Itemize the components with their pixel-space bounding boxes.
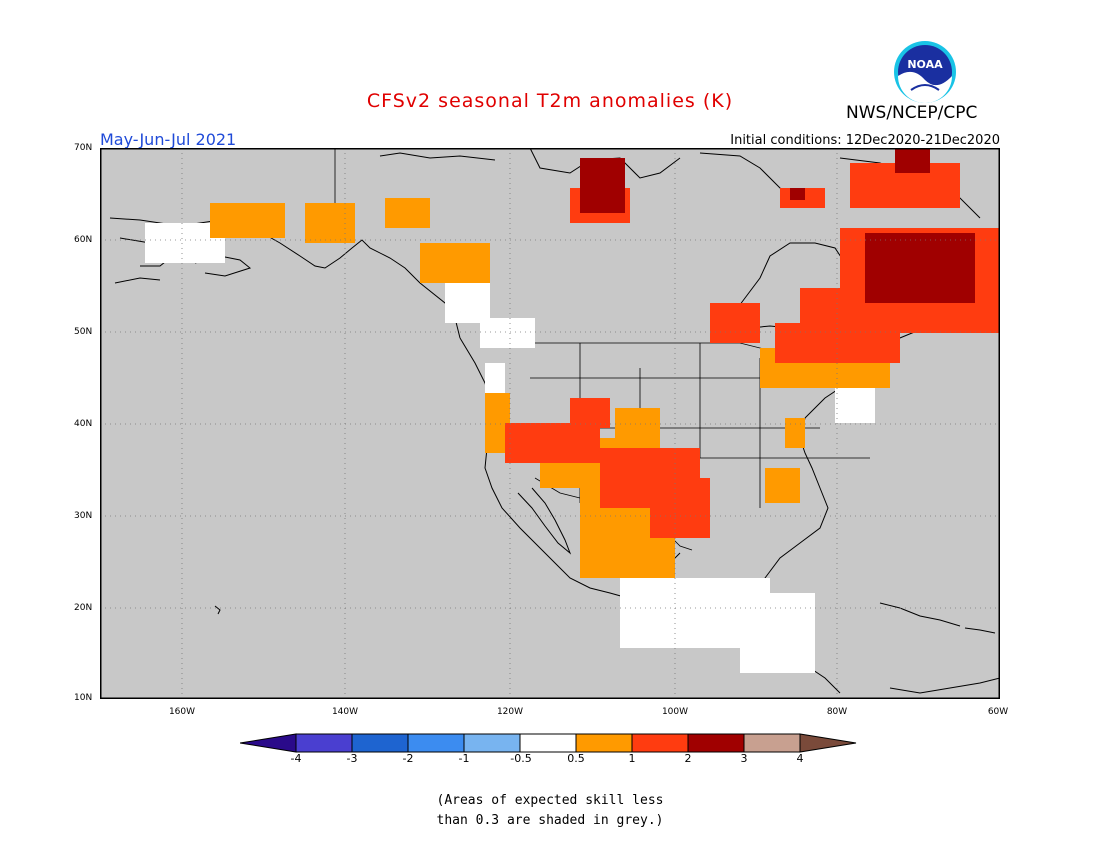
- colorbar-label: 0.5: [567, 752, 585, 765]
- map-title: CFSv2 seasonal T2m anomalies (K): [366, 90, 734, 112]
- colorbar-label: 1: [628, 752, 636, 765]
- skill-note: (Areas of expected skill less than 0.3 a…: [0, 791, 1100, 831]
- colorbar-segment: [407, 733, 465, 753]
- lon-label: 120W: [496, 707, 524, 717]
- lat-label: 60N: [74, 235, 93, 245]
- colorbar-segment: [463, 733, 521, 753]
- colorbar: [240, 733, 857, 753]
- colorbar-segment: [351, 733, 409, 753]
- organization-label: NWS/NCEP/CPC: [846, 103, 978, 123]
- colorbar-segment: [240, 733, 297, 753]
- colorbar-segment: [575, 733, 633, 753]
- noaa-logo-icon: NOAA: [894, 41, 956, 103]
- noaa-logo-text: NOAA: [907, 58, 943, 71]
- lat-label: 50N: [74, 327, 93, 337]
- lat-label: 10N: [74, 693, 93, 703]
- colorbar-segment: [519, 733, 577, 753]
- season-label: May-Jun-Jul 2021: [100, 130, 237, 149]
- skill-note-line-1: (Areas of expected skill less: [436, 793, 664, 808]
- lon-label: 160W: [168, 707, 196, 717]
- colorbar-label: -4: [290, 752, 302, 765]
- graticule: [100, 148, 1000, 699]
- lat-label: 40N: [74, 419, 93, 429]
- map-frame: [100, 148, 1000, 699]
- lat-label: 30N: [74, 511, 93, 521]
- colorbar-label: 4: [796, 752, 804, 765]
- skill-note-line-2: than 0.3 are shaded in grey.): [436, 813, 664, 828]
- lat-label: 70N: [74, 143, 93, 153]
- lon-label: 140W: [331, 707, 359, 717]
- anomaly-map: [100, 148, 1000, 699]
- colorbar-segment: [295, 733, 353, 753]
- colorbar-label: -3: [346, 752, 358, 765]
- colorbar-label: 3: [740, 752, 748, 765]
- colorbar-label: 2: [684, 752, 692, 765]
- colorbar-segment: [799, 733, 857, 753]
- colorbar-segment: [687, 733, 745, 753]
- lat-label: 20N: [74, 603, 93, 613]
- colorbar-label: -1: [458, 752, 470, 765]
- lon-label: 60W: [987, 707, 1009, 717]
- lon-label: 100W: [661, 707, 689, 717]
- colorbar-segment: [631, 733, 689, 753]
- colorbar-label: -2: [402, 752, 414, 765]
- colorbar-label: -0.5: [510, 752, 532, 765]
- initial-conditions-label: Initial conditions: 12Dec2020-21Dec2020: [730, 133, 1000, 148]
- anomaly-neutral: [145, 223, 875, 673]
- colorbar-segment: [743, 733, 801, 753]
- lon-label: 80W: [826, 707, 848, 717]
- anomaly-warm-2-3: [580, 148, 975, 303]
